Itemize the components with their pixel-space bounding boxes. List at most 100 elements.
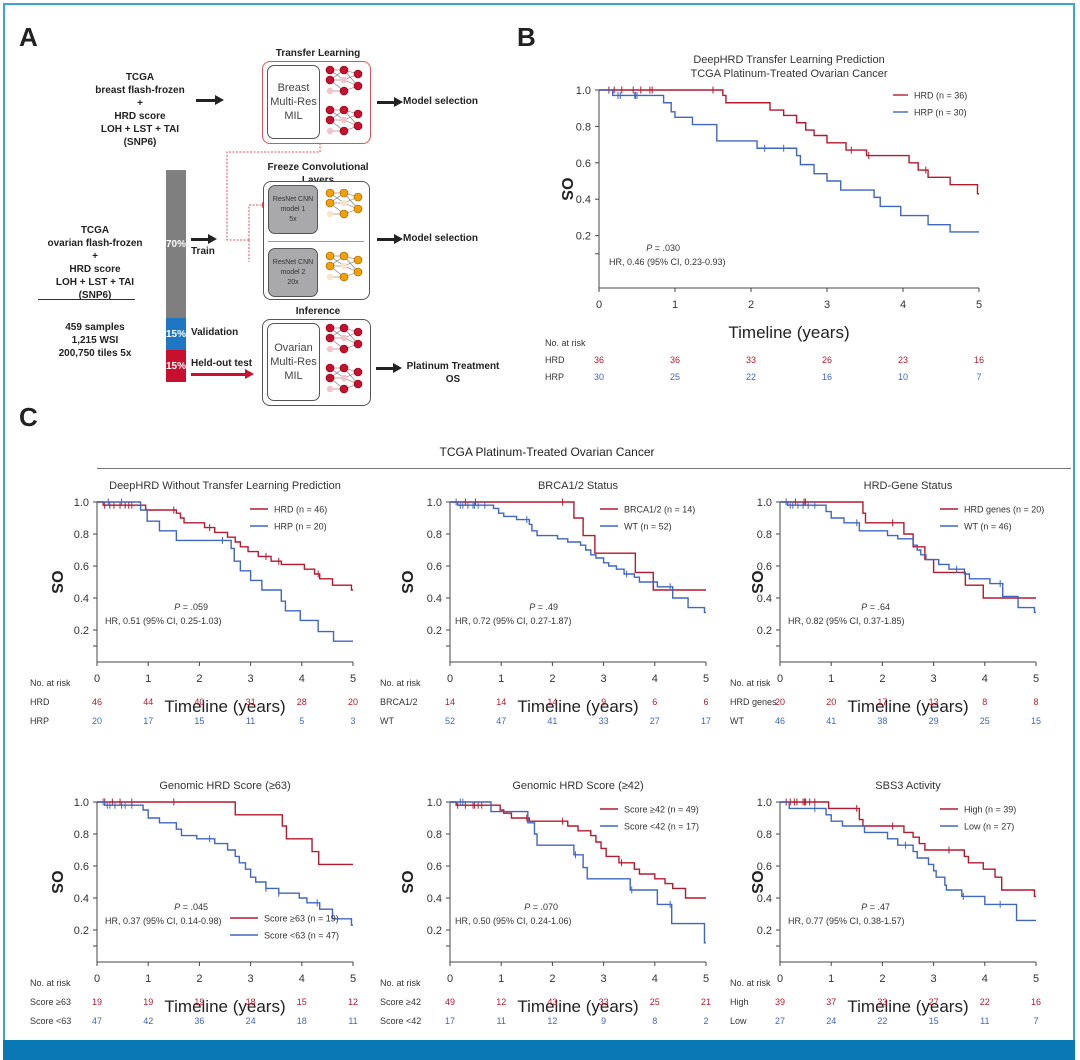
network-node: [340, 334, 348, 342]
x-axis-label: Timeline (years): [847, 697, 968, 716]
x-tick-label: 3: [931, 973, 937, 985]
network-node: [340, 76, 348, 84]
km-chart-c1: DeepHRD Without Transfer Learning Predic…: [30, 480, 358, 726]
y-tick-label: 0.4: [74, 593, 89, 605]
resnet-model-1-box: ResNet CNN model 1 5x: [268, 185, 318, 234]
y-tick-label: 0.4: [74, 893, 89, 905]
train-pct: 70%: [166, 238, 187, 250]
x-tick-label: 0: [447, 973, 453, 985]
risk-count: 7: [1033, 1016, 1038, 1026]
km-chart-b: DeepHRD Transfer Learning Prediction TCGA…: [545, 54, 984, 382]
x-tick-label: 4: [652, 673, 658, 685]
risk-count: 20: [92, 716, 102, 726]
x-tick-label: 3: [248, 973, 254, 985]
x-tick-label: 1: [828, 673, 834, 685]
y-tick-label: 0.4: [427, 893, 442, 905]
divider: [38, 299, 135, 300]
y-tick-label: 0.2: [74, 625, 89, 637]
survival-curve-1: [780, 801, 1036, 922]
resnet2-line: ResNet CNN: [272, 258, 314, 266]
risk-table-label: No. at risk: [730, 678, 771, 688]
p-number: = .045: [180, 902, 208, 912]
risk-count: 41: [826, 716, 836, 726]
panel-label-b: B: [517, 22, 536, 52]
y-tick-label: 0.2: [427, 625, 442, 637]
risk-row-label: Score ≥42: [380, 997, 421, 1007]
network-node: [326, 273, 334, 281]
y-tick-label: 0.4: [757, 893, 772, 905]
risk-count: 16: [974, 355, 984, 365]
freeze-layers-box: ResNet CNN model 1 5x ResNet CNN model 2…: [263, 181, 370, 300]
network-node: [339, 272, 349, 282]
risk-count: 36: [594, 355, 604, 365]
risk-count: 25: [670, 372, 680, 382]
risk-table-label: No. at risk: [730, 978, 771, 988]
legend-label: BRCA1/2 (n = 14): [624, 505, 695, 515]
x-tick-label: 5: [350, 973, 356, 985]
model-selection-label-2: Model selection: [403, 233, 479, 244]
network-node: [353, 267, 363, 277]
x-tick-label: 4: [299, 673, 305, 685]
risk-count: 15: [297, 997, 307, 1007]
risk-count: 28: [297, 697, 307, 707]
risk-table-label: No. at risk: [30, 978, 71, 988]
y-tick-label: 0.2: [74, 925, 89, 937]
risk-count: 6: [652, 697, 657, 707]
risk-row-label: HRP: [545, 372, 564, 382]
ovarian-model-line: Multi-Res: [270, 356, 317, 368]
p-number: = .059: [180, 602, 208, 612]
hazard-ratio: HR, 0.50 (95% CI, 0.24-1.06): [455, 916, 572, 926]
p-number: = .47: [867, 902, 890, 912]
chart-subtitle: TCGA Platinum-Treated Ovarian Cancer: [690, 68, 887, 80]
p-number: = .070: [530, 902, 558, 912]
y-tick-label: 1.0: [427, 497, 442, 509]
ovarian-model-line: MIL: [284, 370, 303, 382]
y-tick-label: 0.2: [576, 231, 591, 243]
breast-model-line: MIL: [284, 110, 303, 122]
risk-count: 18: [246, 997, 256, 1007]
y-tick-label: 0.8: [576, 121, 591, 133]
risk-row-label: WT: [380, 716, 394, 726]
ovarian-source-line: TCGA: [80, 225, 110, 236]
model-selection-label-1: Model selection: [403, 96, 479, 107]
risk-count: 20: [348, 697, 358, 707]
x-tick-label: 0: [447, 673, 453, 685]
x-tick-label: 0: [596, 299, 602, 311]
x-tick-label: 1: [672, 299, 678, 311]
x-tick-label: 0: [777, 673, 783, 685]
network-node: [353, 204, 363, 214]
risk-count: 40: [194, 697, 204, 707]
risk-count: 15: [1031, 716, 1041, 726]
y-axis-label: OS: [398, 870, 415, 893]
risk-count: 39: [775, 997, 785, 1007]
network-node: [325, 115, 335, 125]
x-tick-label: 1: [828, 973, 834, 985]
legend-label: Score ≥42 (n = 49): [624, 805, 699, 815]
risk-count: 11: [980, 1016, 989, 1026]
risk-count: 13: [929, 697, 939, 707]
y-tick-label: 0.4: [576, 194, 591, 206]
network-node: [353, 121, 363, 131]
risk-count: 5: [299, 716, 304, 726]
panel-label-a: A: [19, 22, 38, 52]
y-axis-label: OS: [558, 177, 575, 200]
risk-count: 20: [775, 697, 785, 707]
risk-count: 17: [445, 1016, 455, 1026]
ovarian-model-box: Ovarian Multi-Res MIL: [267, 323, 320, 401]
network-node: [353, 327, 363, 337]
risk-row-label: Score <42: [380, 1016, 421, 1026]
risk-count: 22: [877, 1016, 887, 1026]
risk-count: 36: [670, 355, 680, 365]
x-tick-label: 2: [879, 673, 885, 685]
risk-count: 8: [982, 697, 987, 707]
y-tick-label: 0.6: [427, 561, 442, 573]
transfer-learning-box: Breast Multi-Res MIL: [262, 61, 371, 144]
risk-count: 14: [445, 697, 455, 707]
network-node: [339, 105, 349, 115]
x-axis-label: Timeline (years): [728, 323, 849, 342]
survival-curve-0: [97, 501, 353, 591]
x-axis-label: Timeline (years): [517, 997, 638, 1016]
risk-count: 14: [547, 697, 557, 707]
hazard-ratio: HR, 0.82 (95% CI, 0.37-1.85): [788, 616, 905, 626]
network-node: [339, 251, 349, 261]
